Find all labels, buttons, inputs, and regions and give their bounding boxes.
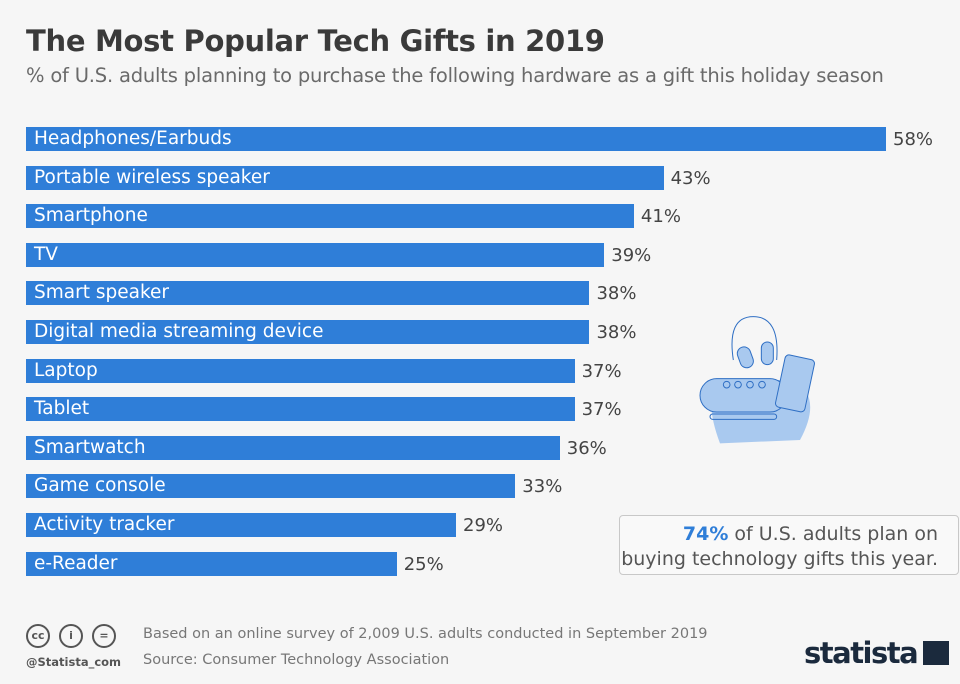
cc-icon[interactable]: cc — [26, 624, 50, 648]
bar — [26, 397, 575, 422]
bar — [26, 204, 634, 229]
callout-highlight: 74% — [682, 523, 729, 545]
bar — [26, 320, 590, 344]
bar-value-label: 29% — [463, 515, 504, 536]
callout-text-2: buying technology gifts this year. — [621, 548, 938, 570]
bar-category-label: e-Reader — [34, 552, 118, 574]
bar — [26, 551, 397, 576]
bar-category-label: Laptop — [34, 359, 98, 381]
bar-value-label: 36% — [566, 437, 607, 459]
bar-category-label: Game console — [34, 475, 166, 497]
attribution-icon[interactable]: i — [59, 624, 83, 648]
tech-gifts-illustration-icon — [699, 316, 815, 444]
bar-category-label: Activity tracker — [34, 514, 175, 535]
bar-category-label: Headphones/Earbuds — [34, 128, 232, 149]
bar-category-label: Smartwatch — [34, 436, 146, 458]
bar — [26, 435, 560, 460]
chart-title: The Most Popular Tech Gifts in 2019 — [26, 24, 605, 58]
bar-value-label: 25% — [403, 553, 444, 575]
bar-category-label: Digital media streaming device — [34, 321, 324, 342]
bar-value-label: 37% — [581, 360, 622, 382]
survey-note: Based on an online survey of 2,009 U.S. … — [143, 626, 708, 642]
bar-value-label: 39% — [611, 244, 652, 266]
statista-logo[interactable]: statista — [804, 636, 950, 670]
bar-value-label: 38% — [596, 322, 637, 343]
bar-value-label: 38% — [596, 283, 637, 305]
bar-value-label: 43% — [670, 167, 711, 189]
bar-value-label: 41% — [640, 206, 681, 228]
bar — [26, 358, 575, 383]
callout-text-1: of U.S. adults plan on — [728, 523, 938, 545]
callout-box: 74% of U.S. adults plan on buying techno… — [619, 515, 959, 575]
bar — [26, 242, 605, 267]
bar-value-label: 58% — [893, 129, 934, 150]
bar-category-label: TV — [34, 243, 58, 265]
bar — [26, 127, 886, 151]
bar — [26, 474, 516, 499]
bar-category-label: Smart speaker — [34, 282, 169, 304]
bar — [26, 513, 456, 537]
chart-subtitle: % of U.S. adults planning to purchase th… — [26, 64, 884, 87]
statista-handle[interactable]: @Statista_com — [26, 655, 122, 669]
bar-value-label: 33% — [522, 476, 563, 498]
statista-logo-icon — [923, 641, 950, 665]
bar-category-label: Tablet — [34, 398, 90, 420]
bar-value-label: 37% — [581, 399, 622, 421]
no-derivatives-icon[interactable]: = — [92, 624, 116, 648]
source-text: Source: Consumer Technology Association — [143, 652, 450, 668]
bar-category-label: Smartphone — [34, 205, 148, 227]
bar — [26, 165, 664, 190]
bar-category-label: Portable wireless speaker — [34, 166, 270, 188]
bar — [26, 281, 590, 306]
